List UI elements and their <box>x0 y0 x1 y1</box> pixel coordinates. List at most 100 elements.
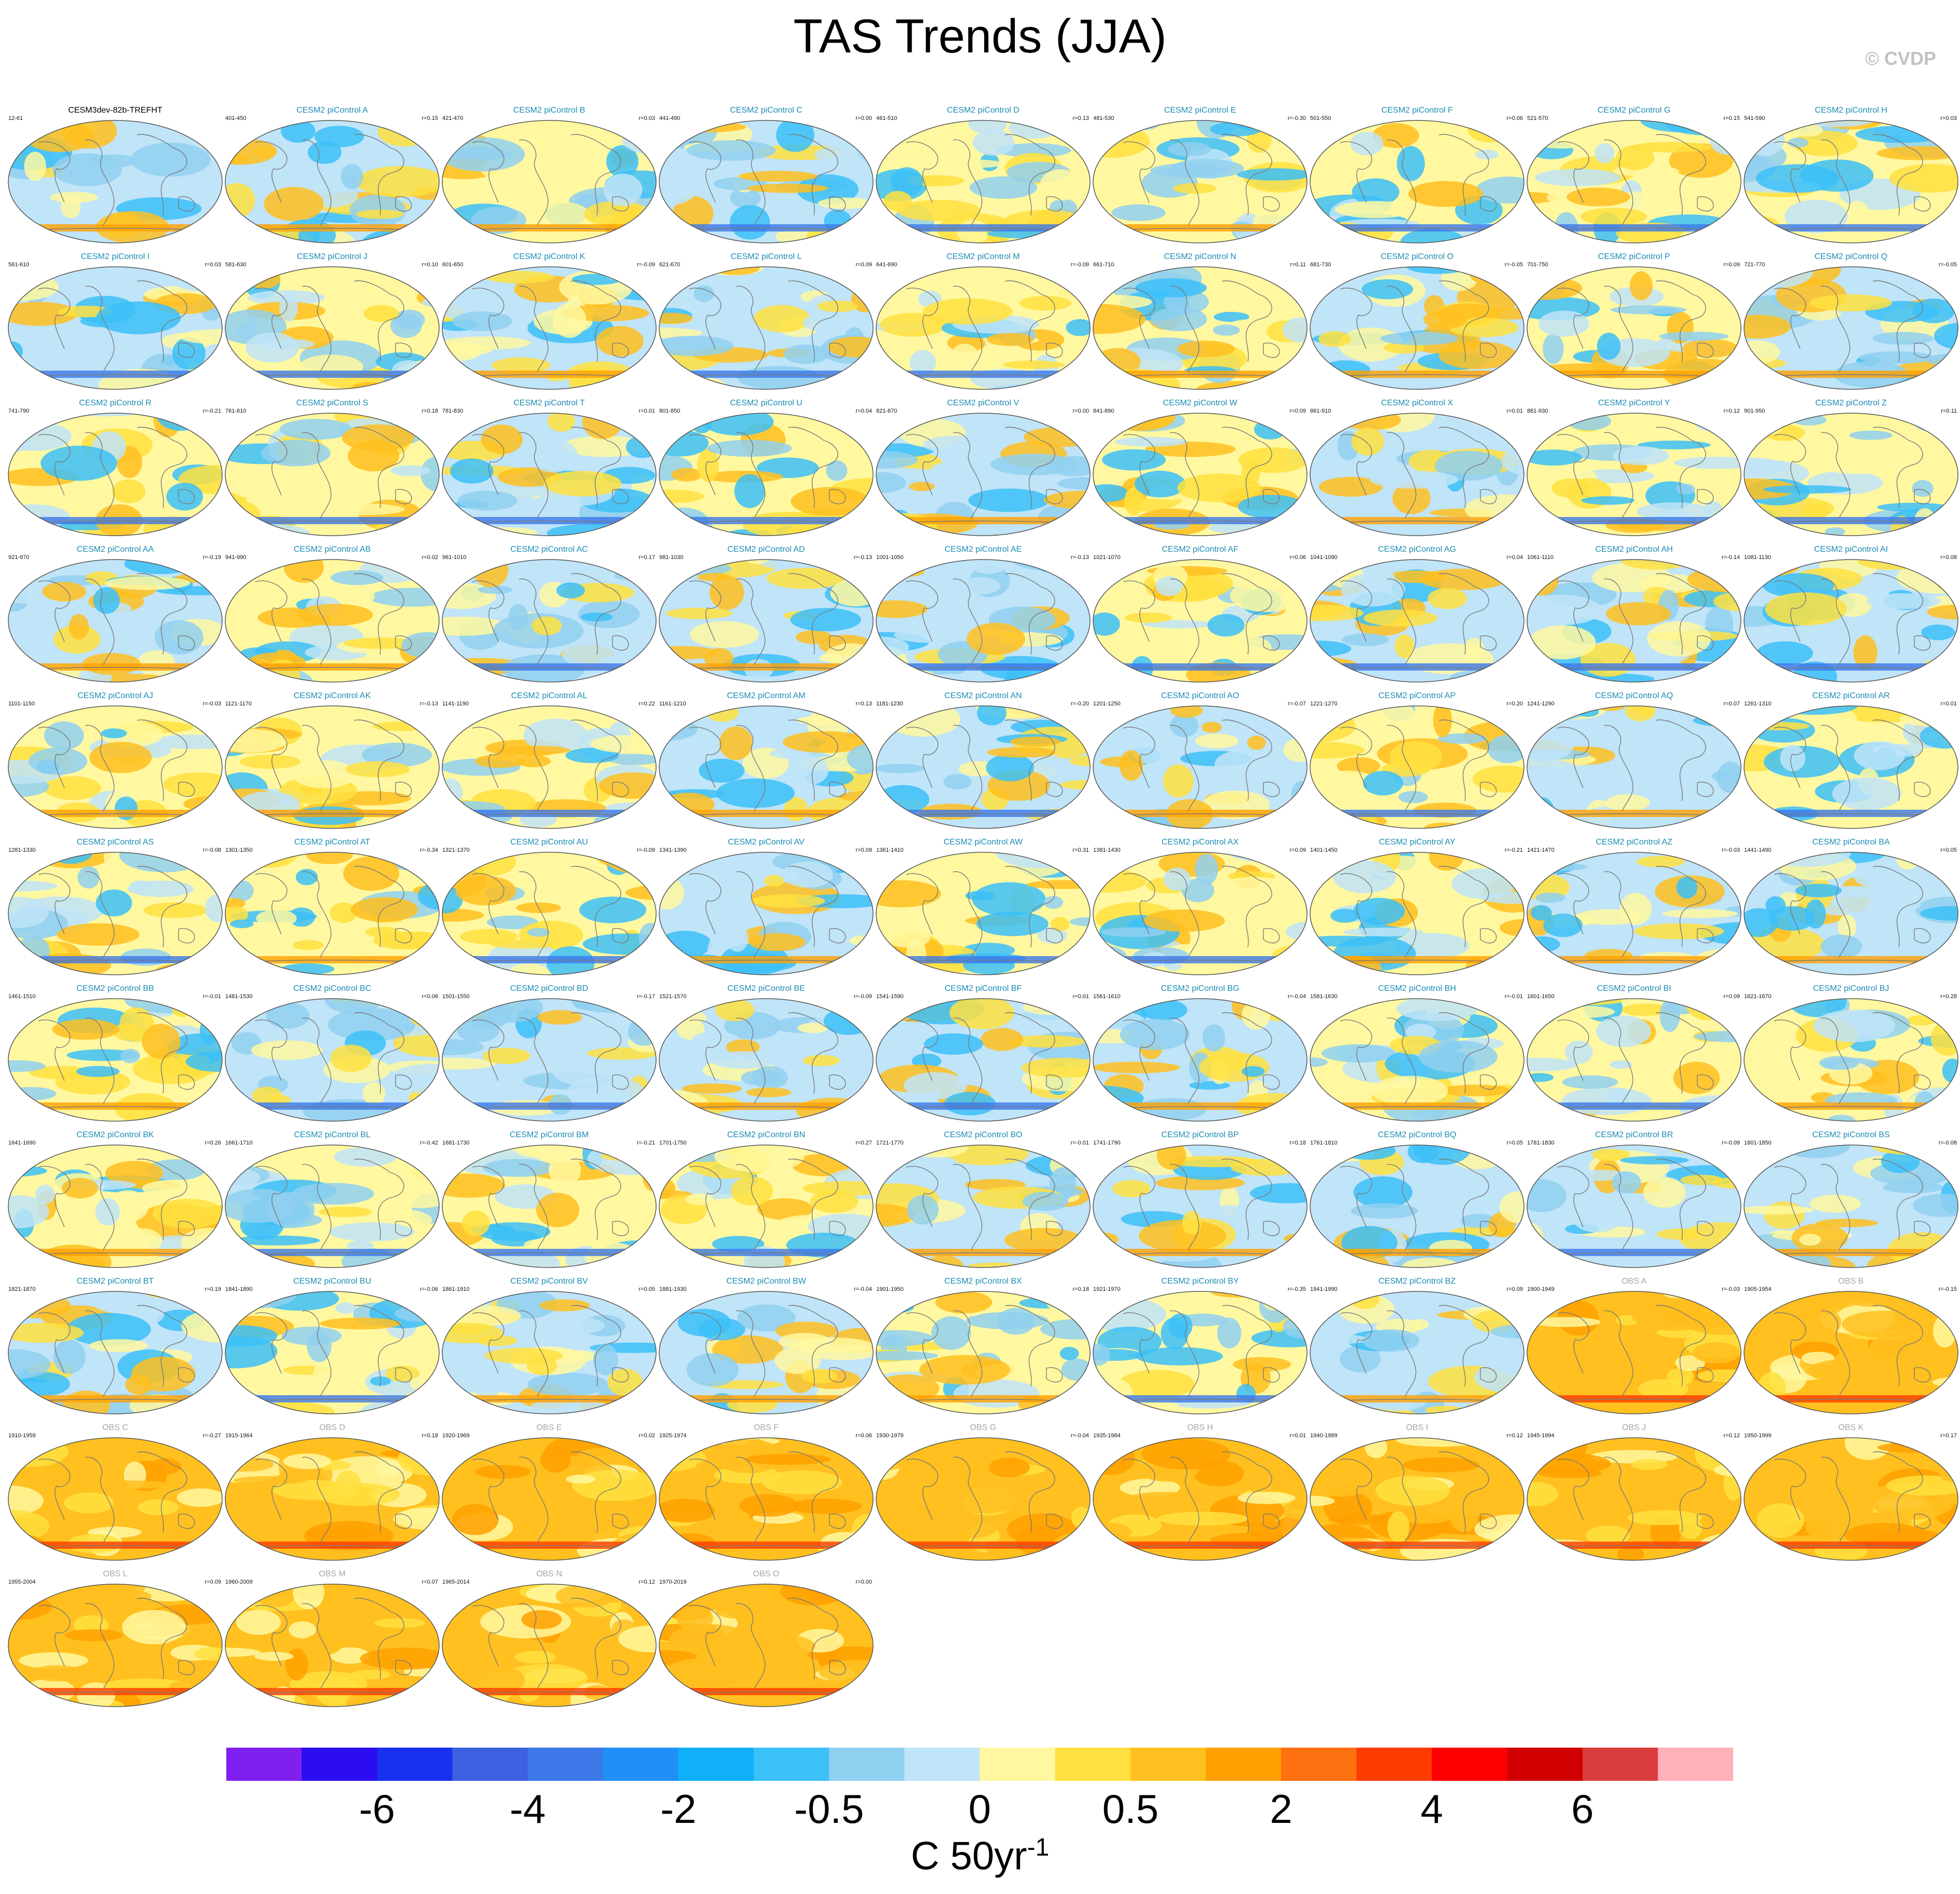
map-panel: CESM2 piControl R 741-790 r=-0.21 <box>7 399 223 541</box>
panel-correlation: r=-0.34 <box>419 847 438 853</box>
panel-years: 701-750 <box>1527 262 1548 268</box>
map-panel: OBS F 1925-1974 r=0.06 <box>658 1423 874 1565</box>
panel-correlation: r=0.09 <box>205 1579 222 1585</box>
panel-years: 1241-1290 <box>1527 701 1555 707</box>
panel-title: CESM2 piControl AU <box>510 838 588 847</box>
copyright-label: © CVDP <box>1865 48 1936 69</box>
panel-title: CESM2 piControl BJ <box>1813 984 1889 993</box>
panel-title: CESM2 piControl S <box>296 399 369 407</box>
global-map <box>442 1584 657 1707</box>
global-map <box>442 705 657 829</box>
panel-years: 1955-2004 <box>8 1579 36 1585</box>
global-map <box>225 998 440 1122</box>
panel-years: 1461-1510 <box>8 993 36 1000</box>
map-panel: CESM2 piControl I 561-610 r=0.03 <box>7 252 223 394</box>
panel-years: 761-810 <box>225 408 247 414</box>
global-map <box>1093 266 1308 390</box>
map-panel: CESM2 piControl BG 1561-1610 r=-0.04 <box>1092 984 1308 1126</box>
global-map <box>1310 852 1525 975</box>
panel-title: OBS H <box>1187 1423 1213 1432</box>
panel-years: 1601-1650 <box>1527 993 1555 1000</box>
colorbar-box <box>678 1748 754 1781</box>
panel-years: 1741-1790 <box>1093 1140 1121 1146</box>
panel-years: 581-630 <box>225 262 247 268</box>
panel-correlation: r=-0.04 <box>853 1286 872 1292</box>
panel-correlation: r=-0.09 <box>1721 1140 1740 1146</box>
colorbar-box <box>1507 1748 1583 1781</box>
map-panel: OBS C 1910-1959 r=-0.27 <box>7 1423 223 1565</box>
map-panel: CESM2 piControl BJ 1621-1670 r=0.28 <box>1743 984 1959 1126</box>
panel-years: 1965-2014 <box>442 1579 470 1585</box>
map-panel: CESM2 piControl D 461-510 r=0.13 <box>875 106 1091 248</box>
panel-correlation: r=0.01 <box>638 408 656 414</box>
panel-title: CESM2 piControl AW <box>943 838 1023 847</box>
panel-correlation: r=-0.21 <box>1504 847 1523 853</box>
panel-title: OBS F <box>753 1423 779 1432</box>
panel-years: 781-830 <box>442 408 464 414</box>
global-map <box>225 1144 440 1268</box>
map-panel: CESM2 piControl H 541-590 r=0.03 <box>1743 106 1959 248</box>
global-map <box>225 1437 440 1561</box>
map-panel: CESM2 piControl J 581-630 r=0.10 <box>224 252 440 394</box>
panel-years: 1901-1950 <box>876 1286 904 1292</box>
map-panel: CESM2 piControl U 801-850 r=0.04 <box>658 399 874 541</box>
map-panel: CESM2 piControl AE 1001-1050 r=-0.13 <box>875 545 1091 687</box>
map-panel: OBS K 1950-1999 r=0.17 <box>1743 1423 1959 1565</box>
global-map <box>8 998 223 1122</box>
map-panel: CESM2 piControl Z 901-950 r=0.11 <box>1743 399 1959 541</box>
colorbar-tick-label: 2 <box>1270 1786 1292 1832</box>
panel-correlation: r=0.09 <box>1289 847 1306 853</box>
panel-years: 401-450 <box>225 115 247 121</box>
map-panel: CESM2 piControl BL 1661-1710 r=-0.42 <box>224 1130 440 1273</box>
panel-title: CESM2 piControl BR <box>1595 1130 1673 1139</box>
panel-correlation: r=0.18 <box>421 1433 439 1439</box>
panel-correlation: r=-0.09 <box>636 847 655 853</box>
panel-years: 601-650 <box>442 262 464 268</box>
panel-title: CESM2 piControl BW <box>726 1277 806 1286</box>
panel-correlation: r=-0.27 <box>202 1433 221 1439</box>
map-panel: CESM2 piControl Y 881-930 r=0.12 <box>1526 399 1742 541</box>
panel-correlation: r=-0.08 <box>1938 1140 1957 1146</box>
colorbar-tick-label: -2 <box>660 1786 697 1832</box>
panel-years: 1001-1050 <box>876 554 904 561</box>
map-panel: CESM2 piControl BR 1781-1830 r=-0.09 <box>1526 1130 1742 1273</box>
map-panel: CESM2 piControl M 641-690 r=-0.09 <box>875 252 1091 394</box>
panel-title: CESM2 piControl BD <box>510 984 589 993</box>
panel-title: OBS I <box>1406 1423 1428 1432</box>
global-map <box>1093 1291 1308 1414</box>
panel-years: 481-530 <box>1093 115 1114 121</box>
map-panel: OBS J 1945-1994 r=0.12 <box>1526 1423 1742 1565</box>
global-map <box>1093 120 1308 243</box>
global-map <box>8 705 223 829</box>
units-label: C 50yr <box>910 1834 1027 1878</box>
panel-title: CESM2 piControl AX <box>1161 838 1239 847</box>
panel-correlation: r=0.10 <box>421 262 439 268</box>
map-panel: CESM2 piControl BU 1841-1890 r=-0.06 <box>224 1277 440 1419</box>
global-map <box>1744 1291 1958 1414</box>
panel-title: OBS C <box>102 1423 128 1432</box>
panel-years: 1970-2019 <box>659 1579 687 1585</box>
global-map <box>659 1437 874 1561</box>
panel-years: 1881-1930 <box>659 1286 687 1292</box>
global-map <box>1310 413 1525 536</box>
map-panel: CESM2 piControl AZ 1421-1470 r=-0.03 <box>1526 838 1742 980</box>
panel-correlation: r=-0.14 <box>1721 554 1740 561</box>
panel-title: CESM2 piControl AL <box>511 691 588 700</box>
global-map <box>1527 266 1741 390</box>
panel-title: OBS O <box>753 1570 780 1578</box>
map-panel: CESM2 piControl BZ 1941-1990 r=0.09 <box>1309 1277 1525 1419</box>
panel-title: CESM2 piControl AG <box>1378 545 1457 554</box>
panel-correlation: r=0.12 <box>638 1579 656 1585</box>
panel-correlation: r=0.20 <box>1506 701 1523 707</box>
panel-years: 12-61 <box>8 115 23 121</box>
panel-correlation: r=0.06 <box>421 993 439 1000</box>
map-panel: CESM2 piControl BP 1741-1790 r=0.18 <box>1092 1130 1308 1273</box>
map-panel: CESM2 piControl AT 1301-1350 r=-0.34 <box>224 838 440 980</box>
map-panel: CESM2 piControl BN 1701-1750 r=0.27 <box>658 1130 874 1273</box>
panel-title: CESM2 piControl F <box>1381 106 1453 115</box>
panel-title: CESM2 piControl N <box>1164 252 1236 261</box>
panel-title: CESM2 piControl Y <box>1598 399 1670 407</box>
map-panel: CESM2 piControl BT 1821-1870 r=0.19 <box>7 1277 223 1419</box>
global-map <box>442 852 657 975</box>
map-panel: CESM2 piControl BK 1641-1690 r=0.26 <box>7 1130 223 1273</box>
